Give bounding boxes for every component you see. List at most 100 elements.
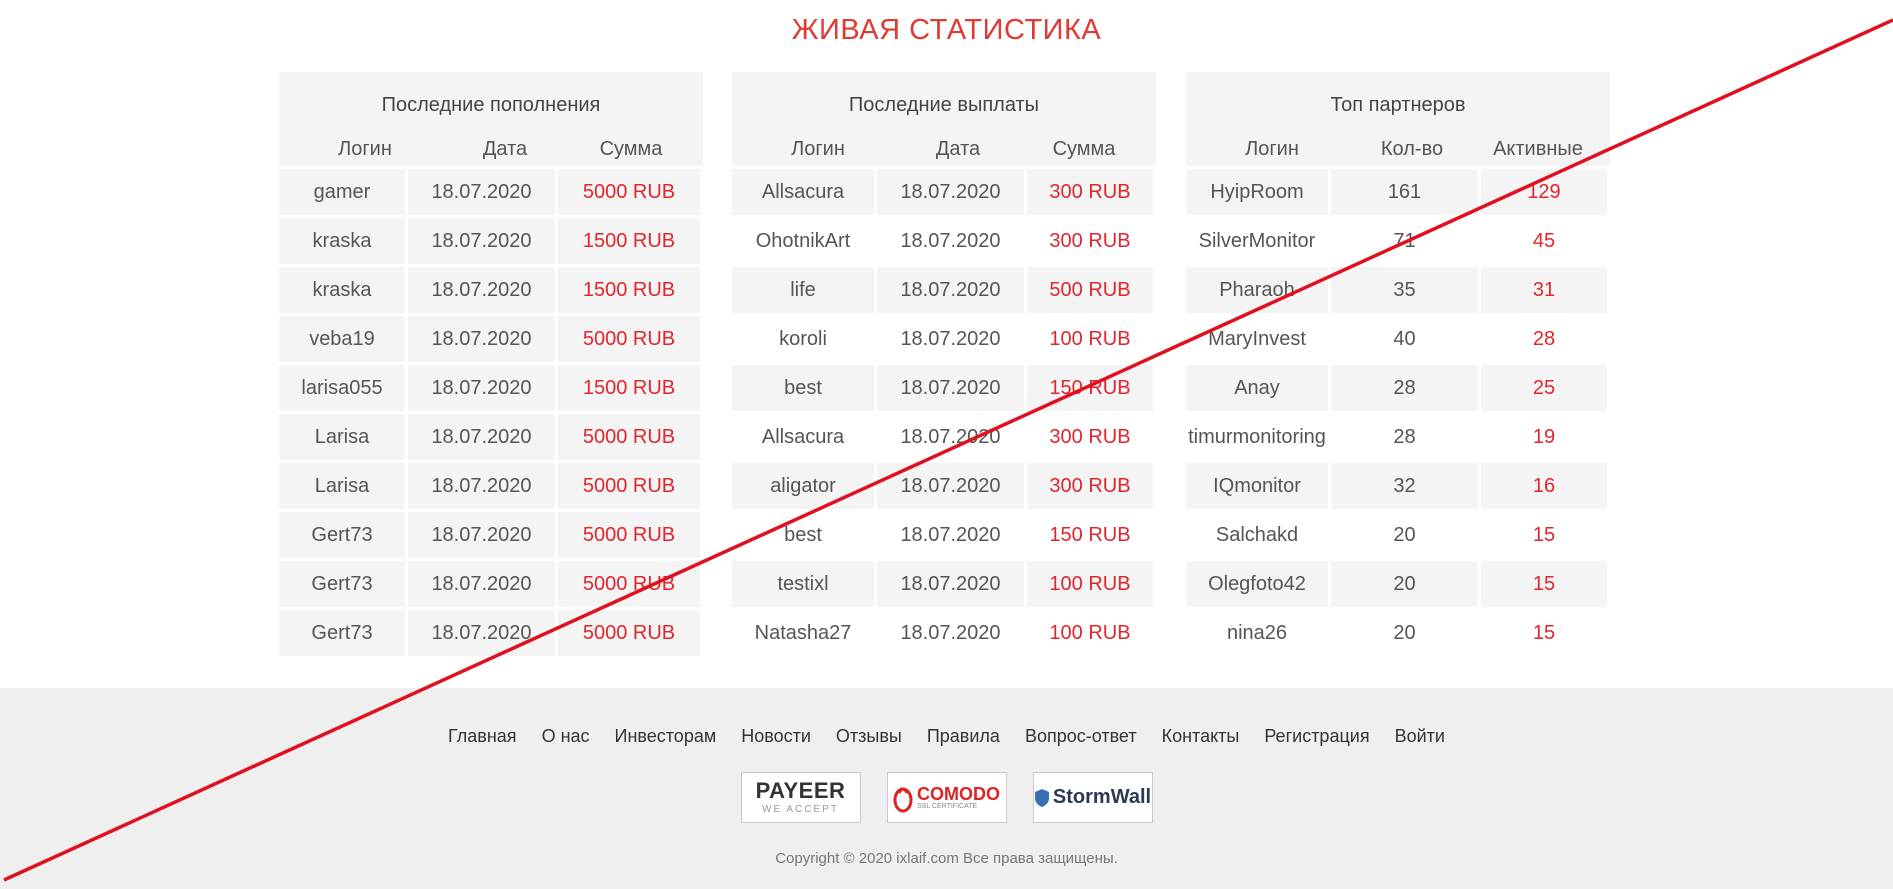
nav-home-link[interactable]: Главная [448,726,517,746]
table-row: gamer 18.07.2020 5000 RUB [279,169,703,215]
cell-login: life [732,267,874,313]
cell-amount: 5000 RUB [558,512,700,558]
cell-login: Salchakd [1215,523,1299,546]
cell-date: 18.07.2020 [408,463,555,509]
footer: Главная О нас Инвесторам Новости Отзывы … [0,688,1893,889]
cell-login: kraska [279,218,405,264]
cell-active: 28 [1532,327,1556,350]
cell-login: kraska [279,267,405,313]
table-row: HyipRoom 161 129 [1186,169,1610,215]
partners-title: Топ партнеров [1330,94,1466,116]
table-row: Gert73 18.07.2020 5000 RUB [279,561,703,607]
cell-login: Larisa [279,414,405,460]
cell-date: 18.07.2020 [900,229,1001,252]
cell-date: 18.07.2020 [408,365,555,411]
table-row: MaryInvest 40 28 [1186,316,1610,362]
cell-login: larisa055 [279,365,405,411]
cell-date: 18.07.2020 [408,561,555,607]
cell-amount: 100 RUB [1027,561,1153,607]
cell-active: 19 [1532,425,1556,448]
cell-login: nina26 [1226,621,1288,644]
table-row: larisa055 18.07.2020 1500 RUB [279,365,703,411]
nav-reviews-link[interactable]: Отзывы [835,726,902,746]
cell-active: 15 [1481,561,1607,607]
comodo-subtext: SSL CERTIFICATE [917,803,978,810]
cell-login: testixl [732,561,874,607]
cell-date: 18.07.2020 [408,218,555,264]
column-amount: Сумма [599,138,663,160]
cell-login: Gert73 [279,610,405,656]
cell-login: SilverMonitor [1198,229,1316,252]
payouts-header: Последние выплаты Логин Дата Сумма [732,72,1156,166]
cell-date: 18.07.2020 [877,169,1024,215]
table-row: Salchakd 20 15 [1186,512,1610,558]
cell-login: gamer [279,169,405,215]
table-row: IQmonitor 32 16 [1186,463,1610,509]
cell-amount: 150 RUB [1049,523,1131,546]
nav-login-link[interactable]: Войти [1394,726,1445,746]
deposits-column-headers: Логин Дата Сумма [279,138,703,166]
cell-date: 18.07.2020 [877,463,1024,509]
payouts-panel: Последние выплаты Логин Дата Сумма Allsa… [732,72,1156,656]
cell-date: 18.07.2020 [900,327,1001,350]
nav-investors-link[interactable]: Инвесторам [614,726,717,746]
page-title: ЖИВАЯ СТАТИСТИКА [791,14,1102,46]
cell-active: 25 [1481,365,1607,411]
nav-about-link[interactable]: О нас [541,726,590,746]
cell-login: Gert73 [279,512,405,558]
cell-login: koroli [779,327,827,350]
cell-date: 18.07.2020 [877,365,1024,411]
payouts-rows: Allsacura 18.07.2020 300 RUB OhotnikArt 18.0… [732,169,1156,656]
cell-login: MaryInvest [1208,327,1306,350]
payeer-subtext: WE ACCEPT [762,804,839,815]
cell-login: best [784,523,822,546]
table-row: Pharaoh 35 31 [1186,267,1610,313]
column-login: Логин [338,138,392,160]
comodo-badge: COMODO SSL CERTIFICATE [886,772,1007,823]
cell-count: 20 [1393,523,1416,546]
cell-date: 18.07.2020 [900,621,1001,644]
nav-faq-link[interactable]: Вопрос-ответ [1024,726,1137,746]
nav-rules-link[interactable]: Правила [926,726,1000,746]
cell-active: 129 [1481,169,1607,215]
deposits-header: Последние пополнения Логин Дата Сумма [279,72,703,166]
cell-count: 161 [1331,169,1478,215]
cell-date: 18.07.2020 [900,523,1001,546]
deposits-panel: Последние пополнения Логин Дата Сумма ga… [279,72,703,656]
copyright: Copyright © 2020 ixlaif.com Все права за… [775,850,1118,867]
cell-login: Allsacura [761,425,845,448]
table-row: Gert73 18.07.2020 5000 RUB [279,610,703,656]
cell-count: 35 [1331,267,1478,313]
cell-login: Gert73 [279,561,405,607]
partners-column-headers: Логин Кол-во Активные [1186,138,1610,166]
cell-amount: 100 RUB [1049,621,1131,644]
table-row: nina26 20 15 [1186,610,1610,656]
cell-count: 28 [1393,425,1416,448]
comodo-logo: COMODO [917,784,1000,804]
nav-contacts-link[interactable]: Контакты [1161,726,1240,746]
cell-amount: 5000 RUB [558,414,700,460]
table-row: kraska 18.07.2020 1500 RUB [279,218,703,264]
payouts-column-headers: Логин Дата Сумма [732,138,1156,166]
table-row: life 18.07.2020 500 RUB [732,267,1156,313]
cell-amount: 300 RUB [1027,463,1153,509]
cell-login: Pharaoh [1186,267,1328,313]
table-row: veba19 18.07.2020 5000 RUB [279,316,703,362]
payouts-title: Последние выплаты [848,94,1040,116]
cell-count: 28 [1331,365,1478,411]
cell-date: 18.07.2020 [408,610,555,656]
nav-news-link[interactable]: Новости [741,726,811,746]
cell-count: 20 [1393,621,1416,644]
cell-login: Anay [1186,365,1328,411]
stormwall-logo: StormWall [1052,786,1152,808]
cell-amount: 300 RUB [1049,229,1131,252]
table-row: Allsacura 18.07.2020 300 RUB [732,414,1156,460]
cell-active: 15 [1532,523,1556,546]
cell-active: 31 [1481,267,1607,313]
table-row: OhotnikArt 18.07.2020 300 RUB [732,218,1156,264]
cell-date: 18.07.2020 [877,267,1024,313]
table-row: testixl 18.07.2020 100 RUB [732,561,1156,607]
cell-login: Larisa [279,463,405,509]
cell-amount: 1500 RUB [558,267,700,313]
nav-register-link[interactable]: Регистрация [1264,726,1370,746]
